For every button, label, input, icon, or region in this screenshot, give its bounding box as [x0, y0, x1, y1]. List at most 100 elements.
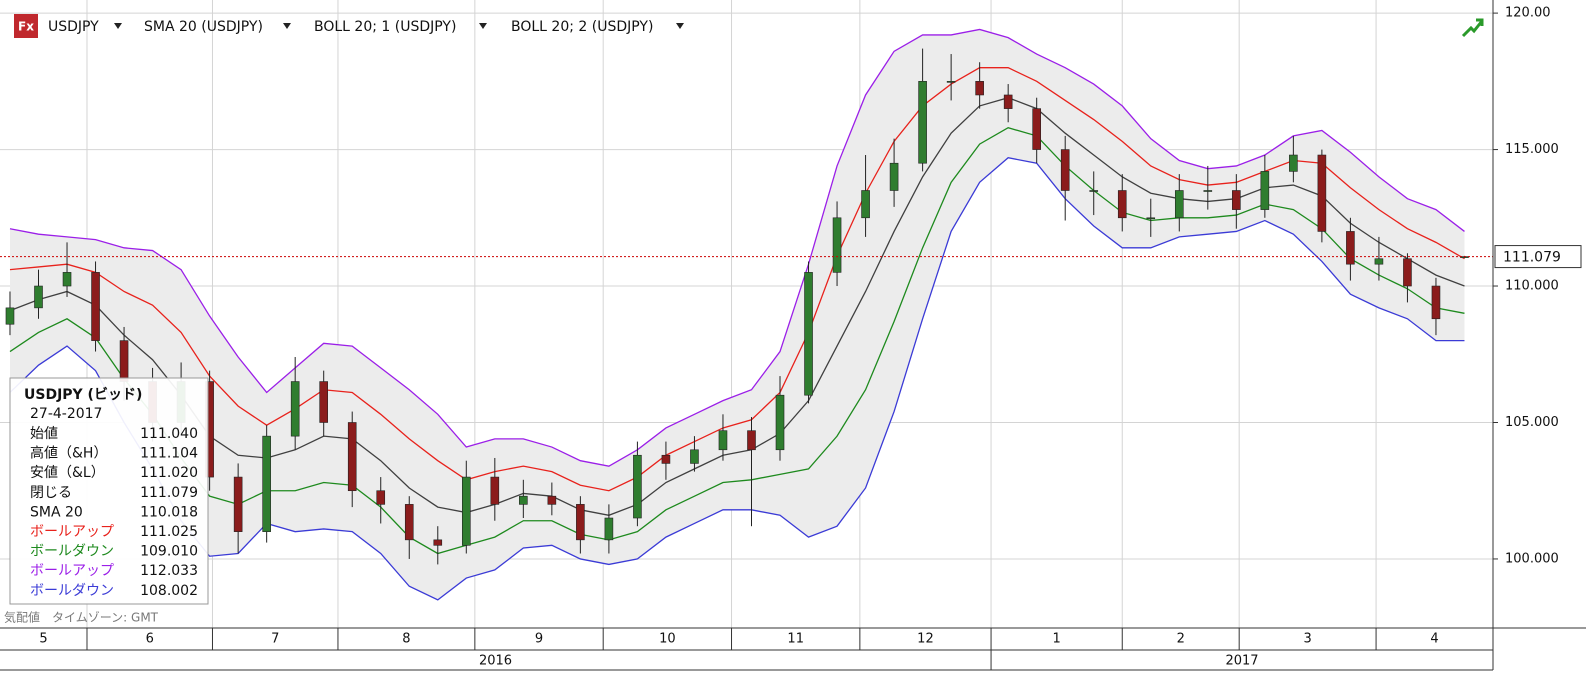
x-tick-label: 6 — [146, 632, 154, 647]
x-tick-label: 7 — [271, 632, 279, 647]
info-value: 109.010 — [140, 544, 198, 560]
year-label: 2017 — [1225, 654, 1258, 669]
info-label: 閉じる — [30, 485, 72, 501]
info-title: USDJPY (ビッド) — [24, 387, 142, 403]
dropdown-arrow[interactable] — [283, 23, 291, 29]
current-price-box — [1494, 245, 1582, 269]
info-label: ボールダウン — [30, 583, 114, 599]
candle-body — [1431, 285, 1441, 320]
candle-body — [1060, 149, 1070, 191]
candle-body — [5, 307, 15, 325]
candle-body — [1032, 108, 1041, 150]
info-label: 高値（&H） — [30, 445, 107, 462]
toolbar: Fx USDJPY SMA 20 (USDJPY) BOLL 20; 1 (US… — [14, 14, 1484, 38]
trend-icon[interactable] — [1461, 18, 1484, 38]
x-tick-label: 11 — [787, 632, 804, 647]
candle-body — [347, 422, 357, 492]
info-label: 安値（&L） — [30, 465, 105, 481]
info-label: 始値 — [30, 426, 58, 442]
candle-body — [233, 476, 243, 532]
candle-body — [804, 272, 813, 396]
candle-body — [262, 435, 271, 532]
candle-body — [861, 190, 870, 219]
info-value: 111.020 — [140, 465, 198, 481]
info-value: 111.025 — [140, 524, 198, 540]
candle-body — [975, 81, 984, 96]
dropdown-arrow[interactable] — [114, 23, 122, 29]
fx-icon[interactable] — [14, 14, 38, 38]
footer-note: 気配値 タイムゾーン: GMT — [4, 610, 159, 625]
candle-body — [376, 490, 386, 505]
info-value: 112.033 — [140, 563, 198, 579]
y-tick-label: 110.000 — [1505, 279, 1559, 294]
candle-body — [1089, 190, 1099, 192]
indicator-line — [9, 28, 1465, 467]
y-tick-label: 105.000 — [1505, 415, 1559, 430]
candle-body — [633, 454, 642, 519]
y-tick-label: 115.000 — [1505, 142, 1559, 157]
candle-body — [1146, 217, 1156, 220]
x-tick-label: 10 — [659, 632, 676, 647]
candle-body — [1317, 154, 1327, 232]
candle-body — [690, 449, 699, 464]
indicator-line — [9, 97, 1465, 516]
fx-icon-text: Fx — [18, 20, 34, 34]
y-tick-label: 100.000 — [1505, 551, 1559, 566]
candle-body — [119, 340, 129, 382]
candle-body — [404, 504, 414, 541]
candle-body — [576, 504, 585, 541]
candle-body — [91, 272, 100, 341]
candle-body — [62, 272, 72, 287]
plot-area — [0, 0, 1493, 628]
candle-body — [1203, 190, 1213, 192]
x-tick-label: 1 — [1053, 632, 1061, 647]
candle-body — [34, 285, 43, 309]
candle-body — [433, 539, 443, 546]
band-fill — [9, 29, 1465, 600]
candle-body — [1346, 231, 1355, 265]
x-tick-label: 8 — [402, 632, 410, 647]
info-value: 111.079 — [140, 485, 198, 501]
candle-body — [547, 495, 557, 505]
candle-body — [946, 81, 956, 83]
indicator-line — [9, 67, 1465, 492]
info-value: 111.040 — [140, 426, 198, 442]
candle-body — [1232, 190, 1241, 210]
toolbar-item[interactable]: BOLL 20; 1 (USDJPY) — [314, 19, 456, 35]
info-value: 111.104 — [140, 446, 198, 462]
current-price-label: 111.079 — [1503, 250, 1561, 266]
candle-body — [1003, 94, 1013, 109]
info-box-frame — [9, 377, 209, 605]
candle-body — [775, 394, 785, 451]
x-tick-label: 12 — [917, 632, 934, 647]
x-tick-label: 4 — [1430, 632, 1438, 647]
x-tick-label: 2 — [1177, 632, 1185, 647]
dropdown-arrow[interactable] — [676, 23, 684, 29]
indicator-line — [9, 157, 1465, 601]
dropdown-arrow[interactable] — [479, 23, 487, 29]
candle-body — [290, 381, 300, 437]
candle-body — [1117, 190, 1127, 219]
info-label: ボールダウン — [30, 544, 114, 560]
info-label: ボールアップ — [30, 524, 114, 540]
info-label: ボールアップ — [30, 563, 114, 579]
indicator-line — [9, 127, 1465, 555]
candle-body — [1174, 190, 1184, 219]
info-label: SMA 20 — [30, 504, 83, 520]
info-box: USDJPY (ビッド) 27-4-2017 始値 111.040 高値（&H） 11… — [9, 377, 209, 605]
candle-body — [1374, 258, 1384, 265]
candle-body — [889, 162, 899, 191]
candle-body — [519, 495, 528, 505]
toolbar-item[interactable]: BOLL 20; 2 (USDJPY) — [511, 19, 653, 35]
candle-body — [319, 381, 328, 423]
toolbar-item[interactable]: USDJPY — [48, 19, 99, 35]
y-tick-label: 120.00 — [1505, 6, 1551, 21]
toolbar-item[interactable]: SMA 20 (USDJPY) — [144, 19, 263, 35]
candle-body — [1260, 171, 1270, 210]
year-label: 2016 — [479, 654, 512, 669]
info-date: 27-4-2017 — [30, 406, 102, 422]
candle-body — [461, 476, 471, 546]
x-tick-label: 3 — [1303, 632, 1311, 647]
info-value: 110.018 — [140, 504, 198, 520]
